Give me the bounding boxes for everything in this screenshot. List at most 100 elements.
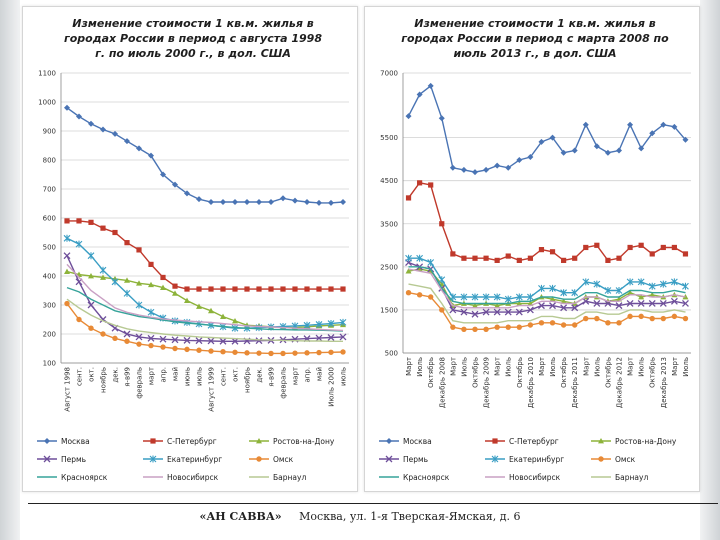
y-tick-label: 100 — [43, 360, 56, 368]
data-point — [593, 300, 601, 307]
y-tick-label: 7000 — [380, 70, 398, 78]
x-tick-label: ноябрь — [244, 367, 252, 393]
data-point — [88, 219, 94, 225]
data-point — [660, 121, 667, 128]
data-point — [304, 350, 310, 356]
data-point — [220, 199, 226, 206]
data-point — [594, 242, 600, 248]
data-point — [560, 298, 567, 304]
legend-label: Москва — [61, 437, 90, 446]
x-tick-label: Июль — [682, 357, 690, 377]
data-point — [340, 349, 346, 355]
x-tick-label: окт. — [88, 367, 96, 382]
x-tick-label: май — [316, 367, 324, 381]
data-point — [124, 240, 130, 246]
legend-marker — [385, 455, 393, 463]
data-point — [516, 300, 523, 306]
legend-label: Екатеринбург — [167, 455, 222, 464]
x-tick-label: Октябрь — [604, 357, 612, 388]
data-point — [594, 315, 600, 322]
series-line — [66, 286, 344, 332]
data-point — [505, 253, 511, 259]
legend-label: Омск — [273, 455, 294, 464]
data-point — [671, 123, 678, 130]
data-point — [328, 199, 334, 206]
data-point — [99, 266, 107, 274]
footer-address: Москва, ул. 1-я Тверская-Ямская, д. 6 — [299, 510, 521, 523]
data-point — [315, 334, 323, 342]
data-point — [124, 138, 130, 145]
data-point — [449, 306, 457, 314]
series-омск — [64, 300, 346, 357]
series-новосибирск — [66, 263, 344, 332]
data-point — [450, 324, 456, 330]
data-point — [148, 281, 154, 288]
data-point — [604, 287, 612, 295]
data-point — [483, 255, 489, 261]
legend-marker — [491, 455, 499, 463]
footer-divider — [28, 503, 718, 504]
data-point — [649, 251, 655, 257]
x-tick-label: я-в99 — [124, 367, 132, 387]
y-tick-label: 1500 — [380, 306, 398, 314]
data-point — [100, 126, 106, 133]
data-point — [405, 289, 412, 296]
data-point — [671, 313, 678, 320]
series-омск — [405, 289, 689, 333]
legend-label: С-Петербург — [509, 437, 559, 446]
data-point — [682, 315, 689, 322]
data-point — [207, 337, 215, 345]
data-point — [538, 247, 545, 253]
x-tick-label: март — [148, 367, 156, 385]
y-tick-label: 1100 — [38, 70, 56, 78]
legend-marker — [149, 455, 157, 463]
series-line — [408, 283, 686, 324]
data-point — [461, 326, 467, 333]
x-tick-label: Декабрь 2012 — [616, 357, 624, 408]
x-tick-label: Июль — [505, 357, 513, 377]
legend-marker — [598, 456, 604, 462]
data-point — [292, 350, 298, 356]
data-point — [460, 166, 467, 173]
data-point — [416, 254, 424, 262]
data-point — [560, 149, 567, 156]
data-point — [280, 195, 286, 202]
data-point — [660, 244, 666, 251]
data-point — [268, 286, 274, 292]
legend-label: Пермь — [61, 455, 86, 464]
data-point — [449, 164, 456, 171]
data-point — [87, 252, 95, 260]
x-tick-label: Октябрь — [427, 357, 435, 388]
data-point — [571, 304, 579, 312]
data-point — [648, 300, 656, 307]
data-point — [571, 289, 579, 297]
data-point — [160, 274, 166, 281]
data-point — [605, 320, 611, 326]
data-point — [208, 199, 214, 206]
data-point — [416, 91, 423, 98]
data-point — [256, 286, 262, 292]
data-point — [616, 147, 622, 154]
data-point — [538, 138, 545, 145]
data-point — [76, 113, 82, 120]
data-point — [472, 169, 478, 176]
y-tick-label: 600 — [43, 215, 56, 223]
data-point — [648, 282, 656, 290]
data-point — [637, 278, 645, 286]
x-tick-label: апр. — [304, 367, 312, 383]
data-point — [208, 348, 214, 354]
data-point — [123, 289, 131, 297]
data-point — [416, 266, 423, 272]
series-новосибирск — [408, 268, 686, 309]
data-point — [327, 320, 335, 328]
chart-title-line: июль 2013 г., в дол. США — [453, 47, 616, 60]
data-point — [232, 199, 238, 206]
series-line — [66, 263, 344, 332]
background-right-strip — [700, 0, 720, 540]
data-point — [208, 307, 214, 314]
data-point — [148, 261, 154, 267]
data-point — [493, 293, 501, 301]
data-point — [549, 320, 556, 326]
data-point — [417, 180, 423, 186]
data-point — [515, 293, 523, 301]
